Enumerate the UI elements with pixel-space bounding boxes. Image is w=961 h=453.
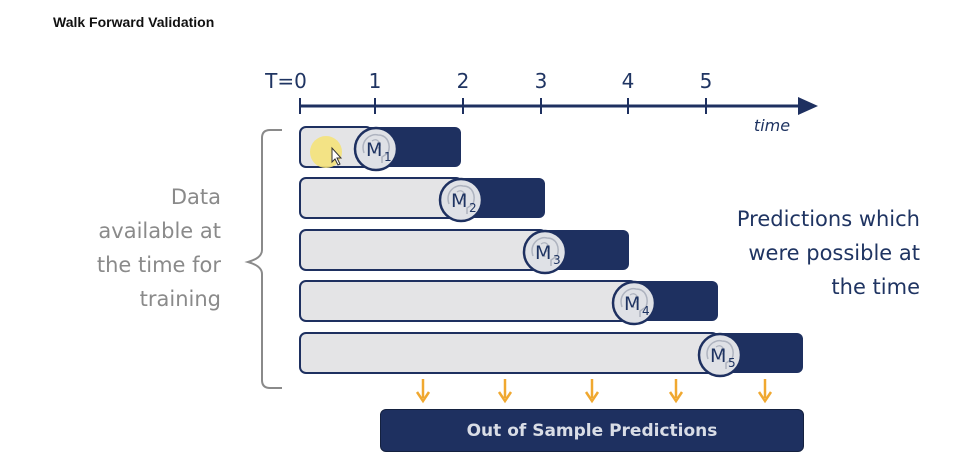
cursor-icon	[331, 146, 343, 166]
model-label: M	[451, 190, 467, 212]
model-subscript: 5	[728, 356, 736, 370]
left-text-line: training	[139, 287, 221, 311]
training-segment	[299, 177, 463, 219]
timeline-tick-label: 5	[700, 69, 713, 93]
prediction-arrow	[584, 379, 600, 404]
timeline-tick-label: 3	[535, 69, 548, 93]
prediction-arrow	[668, 379, 684, 404]
out-of-sample-label: Out of Sample Predictions	[466, 420, 718, 441]
training-bracket	[244, 129, 282, 389]
model-subscript: 4	[642, 304, 650, 318]
training-segment	[299, 332, 719, 374]
model-subscript: 1	[384, 150, 392, 164]
predictions-caption: Predictions which were possible at the t…	[680, 202, 920, 304]
prediction-arrow	[757, 379, 773, 404]
brain-icon	[531, 236, 559, 266]
right-text-line: were possible at	[748, 241, 920, 265]
page-title: Walk Forward Validation	[53, 14, 215, 30]
timeline-tick-label: T=0	[264, 69, 307, 93]
prediction-arrow	[415, 379, 431, 404]
timeline-tick-label: 2	[457, 69, 470, 93]
model-label: M	[366, 139, 382, 161]
brain-icon	[447, 184, 475, 214]
training-segment	[299, 229, 547, 271]
model-subscript: 2	[469, 201, 477, 215]
model-subscript: 3	[553, 253, 561, 267]
timeline-tick-label: 1	[369, 69, 382, 93]
brain-icon	[362, 133, 390, 163]
model-label: M	[535, 242, 551, 264]
brain-icon	[620, 287, 648, 317]
out-of-sample-bar: Out of Sample Predictions	[380, 409, 804, 452]
left-text-line: the time for	[96, 253, 221, 277]
timeline-tick-label: 4	[622, 69, 635, 93]
left-text-line: Data	[170, 185, 221, 209]
prediction-arrow	[497, 379, 513, 404]
model-label: M	[624, 293, 640, 315]
left-text-line: available at	[98, 219, 221, 243]
right-text-line: Predictions which	[736, 207, 920, 231]
axis-label-time: time	[754, 116, 790, 135]
model-label: M	[710, 345, 726, 367]
brain-icon	[706, 339, 734, 369]
right-text-line: the time	[831, 275, 920, 299]
training-segment	[299, 280, 637, 322]
training-data-caption: Data available at the time for training	[40, 180, 221, 316]
timeline-arrowhead	[798, 97, 818, 115]
